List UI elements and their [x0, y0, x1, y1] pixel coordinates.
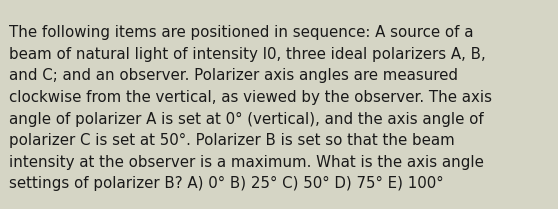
- Text: The following items are positioned in sequence: A source of a
beam of natural li: The following items are positioned in se…: [9, 25, 492, 191]
